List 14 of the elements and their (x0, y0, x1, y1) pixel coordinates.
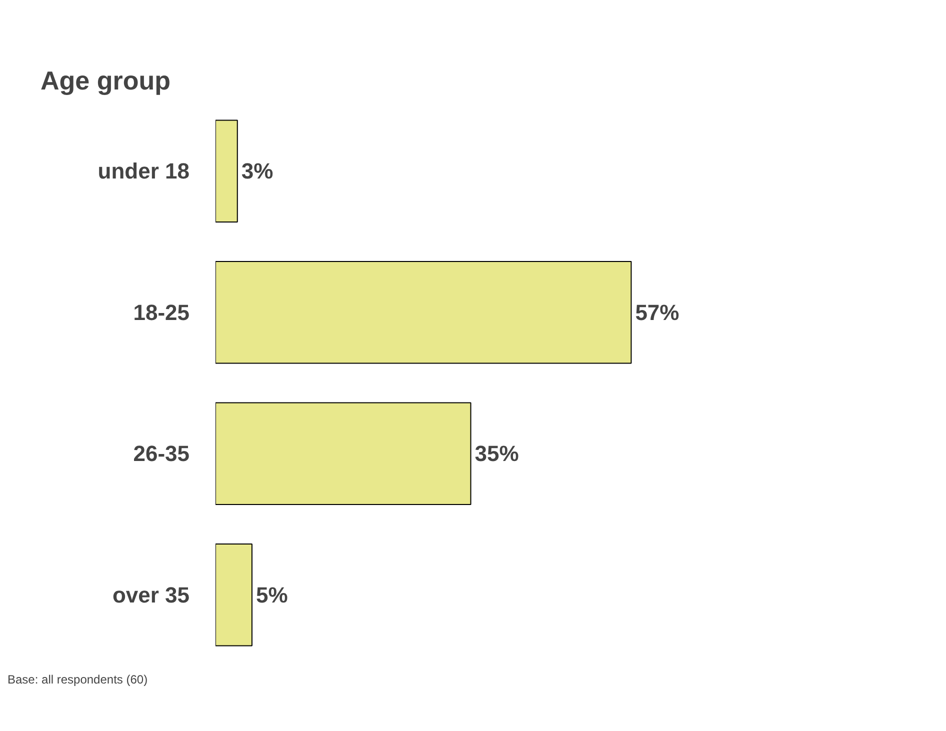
y-tick-label: under 18 (98, 158, 190, 184)
data-label: 57% (635, 300, 680, 325)
y-tick-label: over 35 (112, 582, 190, 608)
data-label: 3% (241, 158, 274, 184)
bar (216, 261, 632, 364)
data-label: 5% (256, 582, 288, 608)
y-tick-label: 26-35 (133, 441, 190, 466)
text: Base: all respondents (60) (8, 672, 148, 686)
bar (216, 120, 238, 222)
y-tick-label: 18-25 (133, 300, 190, 325)
bar (216, 402, 472, 505)
data-label: 35% (474, 441, 519, 466)
chart-title: Age group (40, 66, 170, 96)
bar (216, 544, 252, 646)
